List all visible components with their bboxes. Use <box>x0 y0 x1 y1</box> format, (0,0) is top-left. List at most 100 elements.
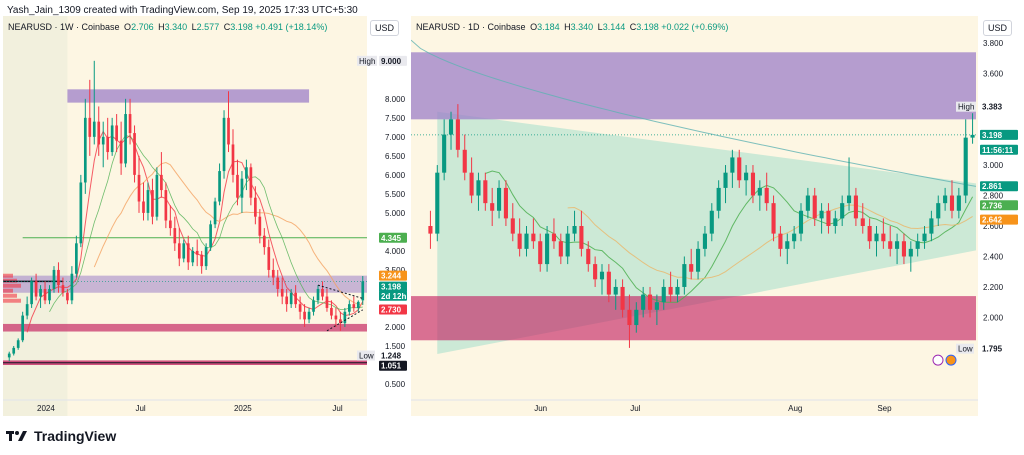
low-price-tag: 1.248 <box>381 352 402 361</box>
candle-body <box>83 117 87 183</box>
legend-low-label: L <box>597 22 603 32</box>
y-tick-label: 7.500 <box>385 114 406 123</box>
candle-body <box>227 117 230 145</box>
flag-icon <box>945 354 957 366</box>
ma-price-tag: 2.730 <box>381 305 402 314</box>
candle-body <box>218 171 221 202</box>
high-label-bg <box>357 55 377 66</box>
candle-body <box>853 195 858 219</box>
resistance-price-tag: 3.244 <box>381 272 402 281</box>
attribution-header: Yash_Jain_1309 created with TradingView.… <box>7 5 358 16</box>
candle-body <box>510 218 515 234</box>
daily-chart-panel[interactable]: 3.800 3.600 3.000 2.800 2.600 2.400 2.200 2.000… <box>411 16 1020 416</box>
candle-body <box>716 187 721 211</box>
candle-body <box>448 119 454 135</box>
triangle-pattern <box>437 111 976 354</box>
candle-body <box>922 233 927 242</box>
candle-body <box>702 233 707 249</box>
candle-body <box>209 224 212 248</box>
currency-button[interactable]: USD <box>369 20 399 36</box>
resistance-zone <box>3 275 367 293</box>
candle-body <box>66 292 69 301</box>
y-tick-label: 0.500 <box>385 380 406 389</box>
candle-body <box>538 241 543 265</box>
legend-open: 3.184 <box>537 22 560 32</box>
price-axis <box>367 16 407 416</box>
candle-body <box>267 247 271 270</box>
candle-body <box>16 340 20 348</box>
low-price-tag-bg <box>379 350 407 361</box>
footer: TradingView <box>6 428 116 444</box>
y-tick-label: 3.600 <box>983 70 1004 79</box>
y-tick-label: 6.500 <box>385 152 406 161</box>
candle-body <box>160 174 163 191</box>
candle-body <box>524 233 529 249</box>
currency-button[interactable]: USD <box>982 20 1012 36</box>
y-tick-label: 2.000 <box>983 313 1004 322</box>
weekly-chart-legend: NEARUSD · 1W · Coinbase O2.706 H3.340 L2… <box>8 22 327 32</box>
candle-body <box>558 241 563 257</box>
candle-body <box>177 243 181 259</box>
candle-body <box>186 243 190 263</box>
candle-body <box>771 203 776 234</box>
candle-body <box>204 247 208 267</box>
legend-close: 3.198 <box>636 22 659 32</box>
candle-body <box>240 178 244 198</box>
candle-body <box>70 273 74 301</box>
candle-body <box>579 226 584 249</box>
candle-body <box>182 243 186 259</box>
candle-body <box>668 286 673 295</box>
y-tick-label: 3.500 <box>385 266 406 275</box>
legend-low: 2.577 <box>196 22 220 32</box>
daily-chart-svg[interactable]: 3.800 3.600 3.000 2.800 2.600 2.400 2.200 2.000… <box>411 16 1020 416</box>
candle-body <box>110 125 114 153</box>
candle-body <box>428 226 433 234</box>
low-label-bg <box>357 350 375 361</box>
candle-body <box>943 195 948 204</box>
candle-body <box>245 167 248 179</box>
candle-body <box>307 311 311 320</box>
ma-long-line <box>411 39 977 187</box>
candle-body <box>361 281 365 301</box>
weekly-chart-svg[interactable]: 9.000 8.000 7.500 7.000 6.500 6.000 5.500 5.000… <box>3 16 407 416</box>
low-price-tag-bg <box>980 343 1018 354</box>
legend-title: NEARUSD · 1W · Coinbase <box>8 22 120 32</box>
candle-body <box>173 228 177 244</box>
candle-body <box>231 144 235 175</box>
candle-body <box>970 134 975 138</box>
candle-body <box>262 235 266 248</box>
candle-body <box>435 172 440 234</box>
demand-zone <box>3 323 367 332</box>
candle-body <box>334 315 338 320</box>
candle-body <box>929 218 934 234</box>
candle-body <box>730 157 735 173</box>
candle-body <box>675 286 680 295</box>
candle-body <box>750 172 756 196</box>
weekly-chart-panel[interactable]: 9.000 8.000 7.500 7.000 6.500 6.000 5.500 5.000… <box>3 16 407 416</box>
low-price-tag: 1.795 <box>982 345 1003 354</box>
x-tick-label: Jun <box>534 404 547 413</box>
legend-low: 3.144 <box>602 22 626 32</box>
ma-long-price-tag-bg <box>980 181 1018 192</box>
candle-body <box>106 136 110 153</box>
candle-body <box>826 210 831 226</box>
candle-body <box>840 203 845 219</box>
candle-body <box>764 187 769 204</box>
candle-body <box>30 281 33 305</box>
chart-background <box>3 16 407 416</box>
candle-body <box>276 277 280 289</box>
candle-body <box>236 174 239 198</box>
candle-body <box>627 309 632 326</box>
candle-body <box>321 288 324 297</box>
candle-body <box>48 288 51 301</box>
candle-body <box>503 187 508 219</box>
ma-fast-price-tag-bg <box>980 200 1018 211</box>
low-zone-price-tag-bg <box>379 360 407 371</box>
y-tick-label: 8.000 <box>385 95 406 104</box>
candle-body <box>339 319 342 324</box>
high-label-bg <box>956 101 976 112</box>
legend-open: 2.706 <box>131 22 154 32</box>
x-tick-label: Jul <box>630 404 640 413</box>
candle-body <box>298 304 302 312</box>
candle-body <box>39 288 42 297</box>
